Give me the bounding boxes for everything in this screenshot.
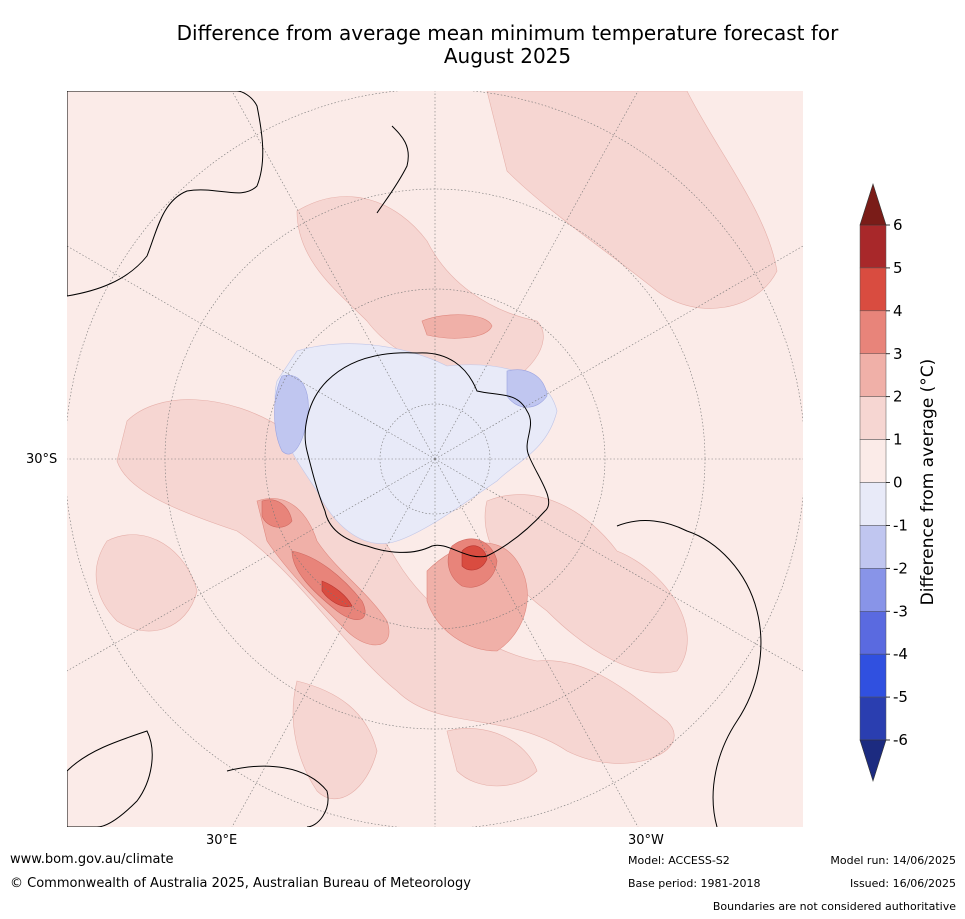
colorbar-tick-label: 6 <box>893 216 903 234</box>
colorbar-bin <box>859 353 887 397</box>
colorbar-bin <box>859 696 887 741</box>
colorbar-tick-label: 3 <box>893 345 903 363</box>
longitude-label-30w: 30°W <box>628 833 664 848</box>
colorbar-label: Difference from average (°C) <box>918 358 938 606</box>
colorbar-tick-label: -6 <box>893 731 908 749</box>
colorbar-tick-label: -1 <box>893 516 908 534</box>
colorbar-bin <box>859 224 887 269</box>
coastline-australia <box>67 91 264 297</box>
graticule <box>67 91 803 827</box>
colorbar-tick-label: -4 <box>893 645 908 663</box>
colorbar-tick-label: -3 <box>893 602 908 620</box>
website-link[interactable]: www.bom.gov.au/climate <box>10 852 174 867</box>
anomaly-region-antarctica-cool <box>274 343 558 544</box>
chart-title: Difference from average mean minimum tem… <box>60 22 955 68</box>
boundary-disclaimer: Boundaries are not considered authoritat… <box>712 900 956 913</box>
meridian-line <box>434 458 639 827</box>
colorbar-bin <box>859 568 887 612</box>
anomaly-band-neg2-neg1 <box>274 369 548 455</box>
anomaly-region-coast-patch <box>261 499 293 528</box>
colorbar-tick-label: -5 <box>893 688 908 706</box>
anomaly-region-west-antarctic-cool <box>274 374 309 455</box>
coastline-madagascar <box>226 765 329 827</box>
meridian-line <box>434 458 803 672</box>
colorbar-bins <box>859 224 887 741</box>
colorbar-tick-label: -2 <box>893 559 908 577</box>
anomaly-map <box>67 91 803 827</box>
issued-date: Issued: 16/06/2025 <box>849 877 956 890</box>
title-line-1: Difference from average mean minimum tem… <box>176 21 839 45</box>
colorbar-bin <box>859 396 887 440</box>
colorbar-bin <box>859 482 887 526</box>
anomaly-region-coast-core <box>321 580 353 607</box>
anomaly-region-ross-shelf <box>421 314 493 339</box>
coastline-south-america <box>616 520 762 827</box>
anomaly-band-1-2 <box>95 91 778 800</box>
colorbar-ticks: 6 5 4 3 2 1 0 -1 -2 -3 -4 -5 -6 <box>886 216 908 749</box>
model-run-date: Model run: 14/06/2025 <box>830 854 956 867</box>
anomaly-region-hotspot-core <box>461 545 488 571</box>
meridian-line <box>67 458 436 672</box>
coastlines <box>67 91 762 827</box>
coastline-antarctica <box>304 352 550 558</box>
copyright-notice: © Commonwealth of Australia 2025, Austra… <box>10 876 471 891</box>
anomaly-band-neg1-0 <box>274 343 558 544</box>
title-line-2: August 2025 <box>443 44 572 68</box>
coastline-new-zealand <box>376 125 409 214</box>
anomaly-region-peninsula-cool <box>506 369 548 408</box>
meridian-line <box>434 91 639 460</box>
colorbar-tick-label: 0 <box>893 474 903 492</box>
latitude-circle-inner <box>264 288 606 630</box>
anomaly-region-south-pacific <box>486 91 778 309</box>
colorbar-tick-label: 4 <box>893 302 903 320</box>
colorbar-tick-label: 1 <box>893 431 903 449</box>
coastline-africa <box>67 730 153 827</box>
anomaly-region-west-indian <box>95 534 198 632</box>
colorbar-bin <box>859 267 887 312</box>
base-period: Base period: 1981-2018 <box>628 877 761 890</box>
longitude-label-30e: 30°E <box>206 833 238 848</box>
colorbar-tick-label: 2 <box>893 388 903 406</box>
colorbar-over-arrow <box>859 183 887 226</box>
meridian-line <box>434 245 803 460</box>
colorbar-bin <box>859 310 887 354</box>
meridian-line <box>231 91 436 460</box>
colorbar: 6 5 4 3 2 1 0 -1 -2 -3 -4 -5 -6 <box>859 183 908 782</box>
colorbar-under-arrow <box>859 739 887 782</box>
colorbar-tick-label: 5 <box>893 259 903 277</box>
anomaly-region-south-atlantic <box>446 728 538 787</box>
colorbar-bin <box>859 611 887 655</box>
colorbar-bin <box>859 653 887 698</box>
anomaly-band-4-5 <box>321 545 488 607</box>
anomaly-region-indian <box>292 680 378 800</box>
latitude-label-30s: 30°S <box>26 452 58 467</box>
anomaly-region-tasman <box>296 196 544 392</box>
model-name: Model: ACCESS-S2 <box>628 854 730 867</box>
latitude-circle-polar <box>379 403 491 515</box>
colorbar-bin <box>859 525 887 569</box>
meridian-line <box>67 245 436 460</box>
colorbar-bin <box>859 439 887 483</box>
